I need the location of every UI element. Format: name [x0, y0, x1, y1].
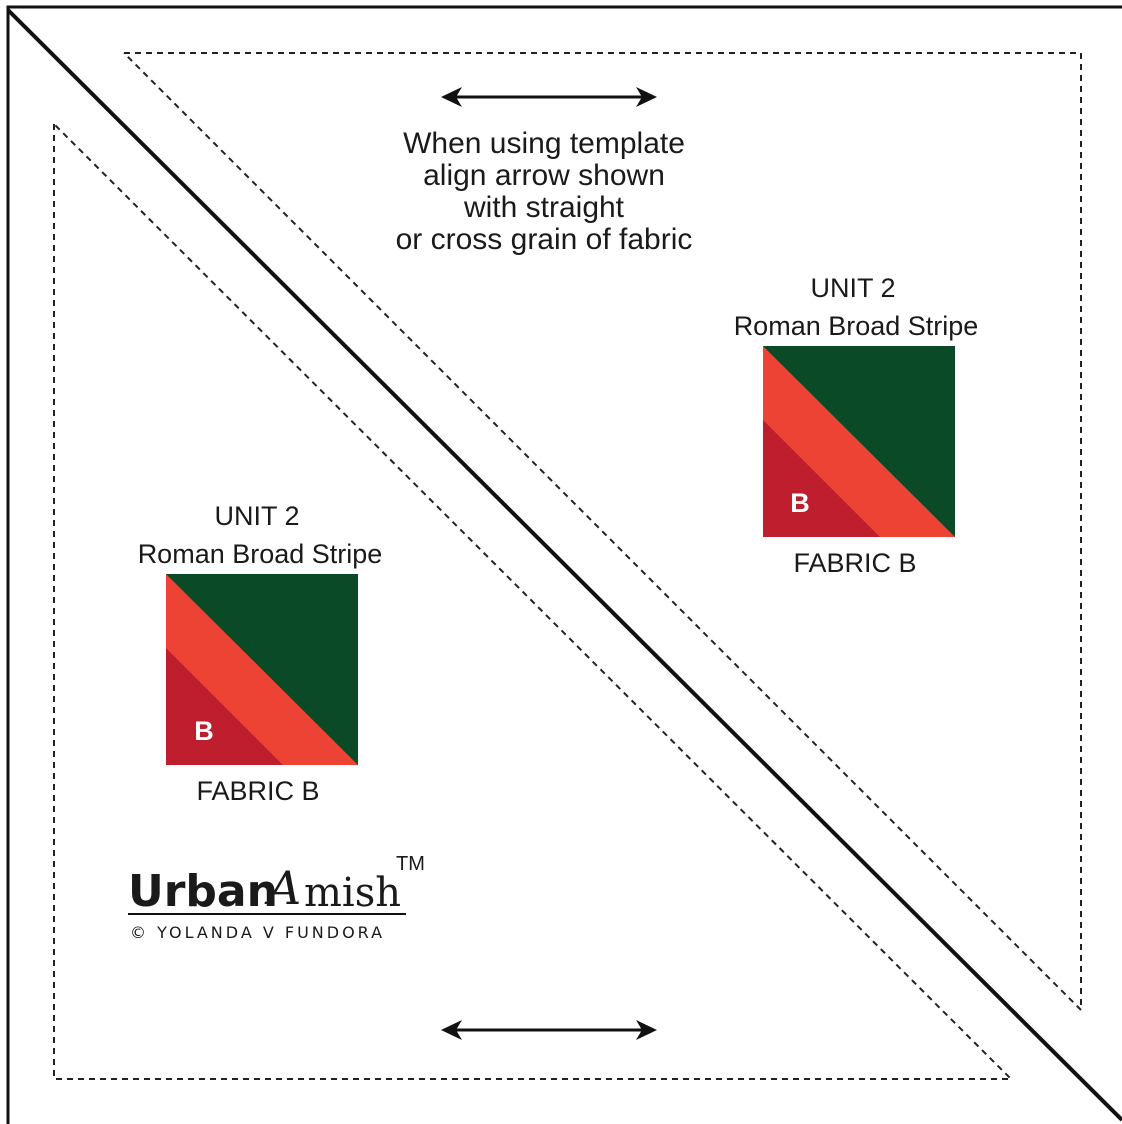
unit-title: UNIT 2: [214, 501, 299, 531]
diagonal-cut-line: [6, 8, 1122, 1122]
logo-script-letter: A: [264, 861, 301, 915]
instruction-line: or cross grain of fabric: [396, 223, 693, 256]
fabric-swatch: B: [763, 346, 955, 537]
double-headed-arrow-icon: [441, 1020, 657, 1040]
instruction-line: align arrow shown: [423, 159, 665, 192]
trademark: TM: [396, 853, 425, 875]
unit-title: UNIT 2: [810, 273, 895, 303]
copyright-text: © YOLANDA V FUNDORA: [130, 923, 385, 942]
unit-subtitle: Roman Broad Stripe: [138, 539, 383, 569]
swatch-letter: B: [790, 488, 810, 518]
instruction-line: When using template: [403, 127, 685, 160]
template-border: [6, 5, 1122, 1124]
logo-word: Urban: [128, 866, 278, 917]
unit-block-upper: UNIT 2 Roman Broad Stripe B FABRIC B: [734, 273, 979, 578]
fabric-label: FABRIC B: [793, 548, 916, 578]
double-headed-arrow-icon: [441, 87, 657, 107]
unit-block-lower: UNIT 2 Roman Broad Stripe B FABRIC B: [138, 501, 383, 806]
unit-subtitle: Roman Broad Stripe: [734, 311, 979, 341]
fabric-label: FABRIC B: [196, 776, 319, 806]
seam-line-lower-triangle: [53, 123, 1014, 1080]
seam-line-upper-triangle: [123, 52, 1082, 1013]
swatch-letter: B: [194, 716, 214, 746]
grain-instructions: When using template align arrow shown wi…: [396, 127, 693, 256]
instruction-line: with straight: [463, 191, 625, 224]
fabric-swatch: B: [166, 574, 358, 765]
logo-word: mish: [304, 870, 401, 916]
urban-amish-logo: Urban A mish TM © YOLANDA V FUNDORA: [128, 853, 425, 942]
